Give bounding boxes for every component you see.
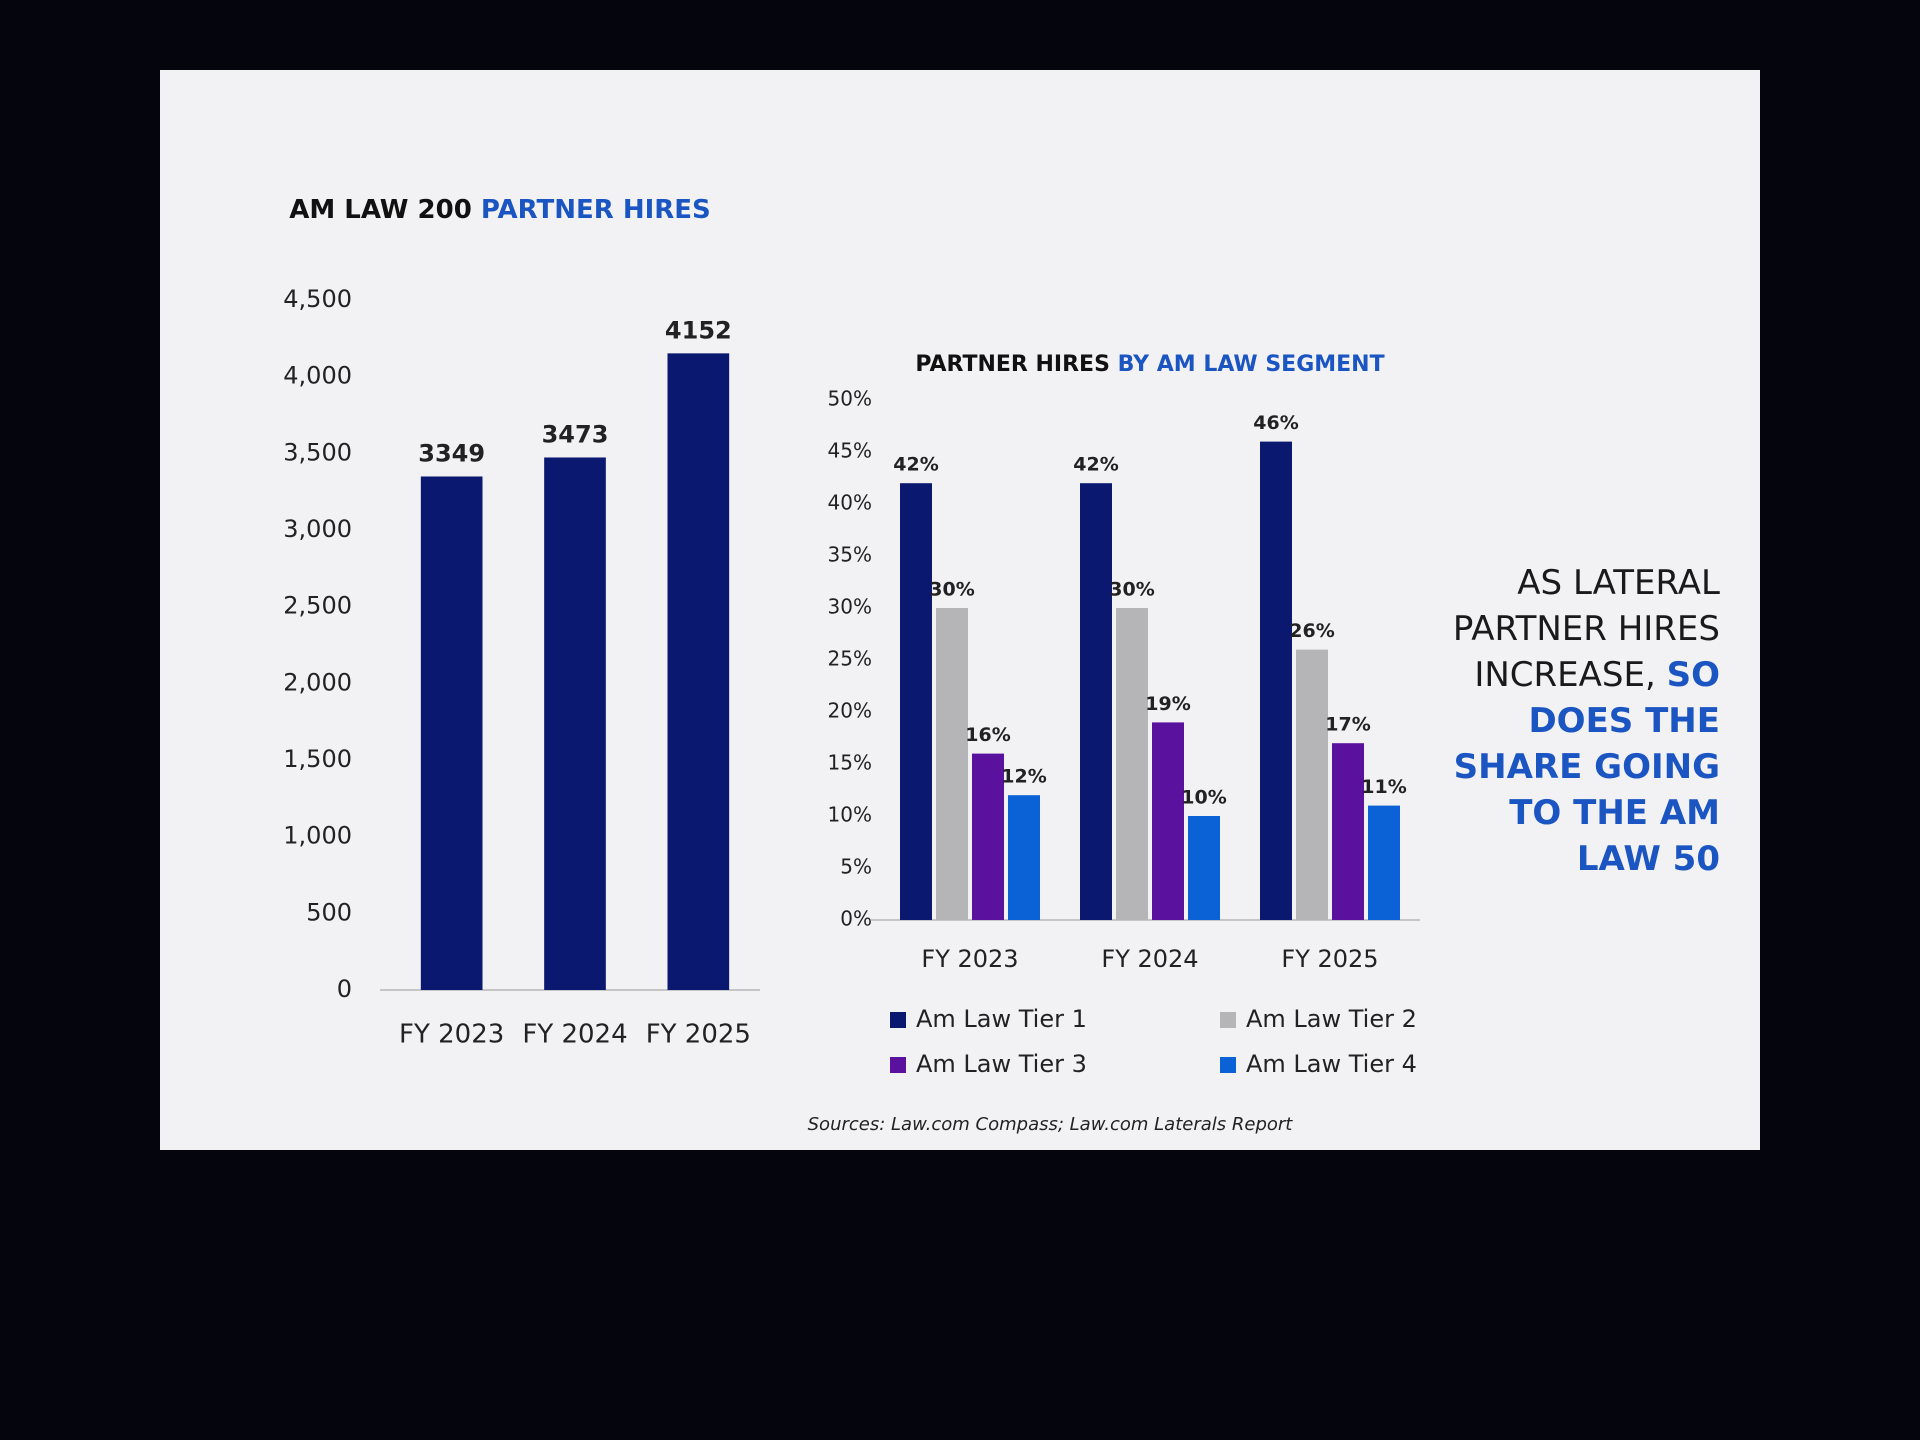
y-tick-label: 1,500 <box>283 745 352 773</box>
bar <box>936 608 968 920</box>
legend-label: Am Law Tier 3 <box>916 1050 1087 1078</box>
callout: AS LATERAL PARTNER HIRES INCREASE, SO DO… <box>1430 560 1720 882</box>
bar <box>972 753 1004 920</box>
value-label: 3473 <box>542 420 609 448</box>
legend-swatch <box>890 1012 906 1028</box>
legend-label: Am Law Tier 4 <box>1246 1050 1417 1078</box>
bar <box>1008 795 1040 920</box>
y-tick-label: 3,000 <box>283 515 352 543</box>
y-tick-label: 1,000 <box>283 822 352 850</box>
bar <box>420 476 483 990</box>
chart-title: AM LAW 200 PARTNER HIRES <box>289 195 711 225</box>
bar <box>1260 441 1292 920</box>
title-run: AM LAW 200 <box>289 195 472 225</box>
source-note: Sources: Law.com Compass; Law.com Latera… <box>808 1114 1294 1135</box>
y-tick-label: 3,500 <box>283 438 352 466</box>
bar <box>1368 805 1400 920</box>
y-tick-label: 25% <box>828 647 872 671</box>
value-label: 26% <box>1289 620 1334 642</box>
value-label: 19% <box>1145 693 1190 715</box>
value-label: 30% <box>1109 579 1154 601</box>
bar <box>1116 608 1148 920</box>
legend-label: Am Law Tier 2 <box>1246 1005 1417 1033</box>
value-label: 42% <box>893 454 938 476</box>
bar <box>1152 722 1184 920</box>
y-tick-label: 50% <box>828 387 872 411</box>
chart-title: PARTNER HIRES BY AM LAW SEGMENT <box>915 352 1384 377</box>
y-tick-label: 20% <box>828 699 872 723</box>
legend-swatch <box>890 1057 906 1073</box>
y-tick-label: 2,500 <box>283 592 352 620</box>
x-tick-label: FY 2023 <box>399 1020 504 1050</box>
bar <box>1188 816 1220 920</box>
title-run: PARTNER HIRES <box>915 352 1110 377</box>
callout-highlight: SO DOES THE SHARE GOING TO THE AM LAW 50 <box>1453 655 1720 879</box>
y-tick-label: 4,000 <box>283 362 352 390</box>
value-label: 16% <box>965 724 1010 746</box>
legend-label: Am Law Tier 1 <box>916 1005 1087 1033</box>
y-tick-label: 500 <box>306 898 352 926</box>
value-label: 42% <box>1073 454 1118 476</box>
value-label: 30% <box>929 579 974 601</box>
legend-swatch <box>1220 1012 1236 1028</box>
legend-swatch <box>1220 1057 1236 1073</box>
bar <box>1332 743 1364 920</box>
bar <box>1296 649 1328 920</box>
bar <box>544 457 606 990</box>
y-tick-label: 0 <box>337 975 352 1003</box>
x-tick-label: FY 2025 <box>1281 945 1378 973</box>
x-tick-label: FY 2024 <box>1101 945 1198 973</box>
y-tick-label: 45% <box>828 439 872 463</box>
y-tick-label: 30% <box>828 595 872 619</box>
title-run: BY AM LAW SEGMENT <box>1118 352 1385 377</box>
x-tick-label: FY 2025 <box>646 1020 751 1050</box>
y-tick-label: 40% <box>828 491 872 515</box>
y-tick-label: 5% <box>840 855 872 879</box>
y-tick-label: 0% <box>840 907 872 931</box>
y-tick-label: 2,000 <box>283 668 352 696</box>
y-tick-label: 15% <box>828 751 872 775</box>
x-tick-label: FY 2024 <box>522 1020 627 1050</box>
title-run: PARTNER HIRES <box>481 195 711 225</box>
value-label: 11% <box>1361 776 1406 798</box>
bar <box>667 353 730 990</box>
bar <box>1080 483 1112 920</box>
bar <box>900 483 932 920</box>
value-label: 17% <box>1325 714 1370 736</box>
y-tick-label: 4,500 <box>283 285 352 313</box>
value-label: 4152 <box>665 316 732 344</box>
value-label: 46% <box>1253 412 1298 434</box>
value-label: 3349 <box>418 439 485 467</box>
value-label: 12% <box>1001 766 1046 788</box>
y-tick-label: 35% <box>828 543 872 567</box>
value-label: 10% <box>1181 787 1226 809</box>
x-tick-label: FY 2023 <box>921 945 1018 973</box>
y-tick-label: 10% <box>828 803 872 827</box>
callout-text: AS LATERAL PARTNER HIRES INCREASE, <box>1452 563 1720 695</box>
